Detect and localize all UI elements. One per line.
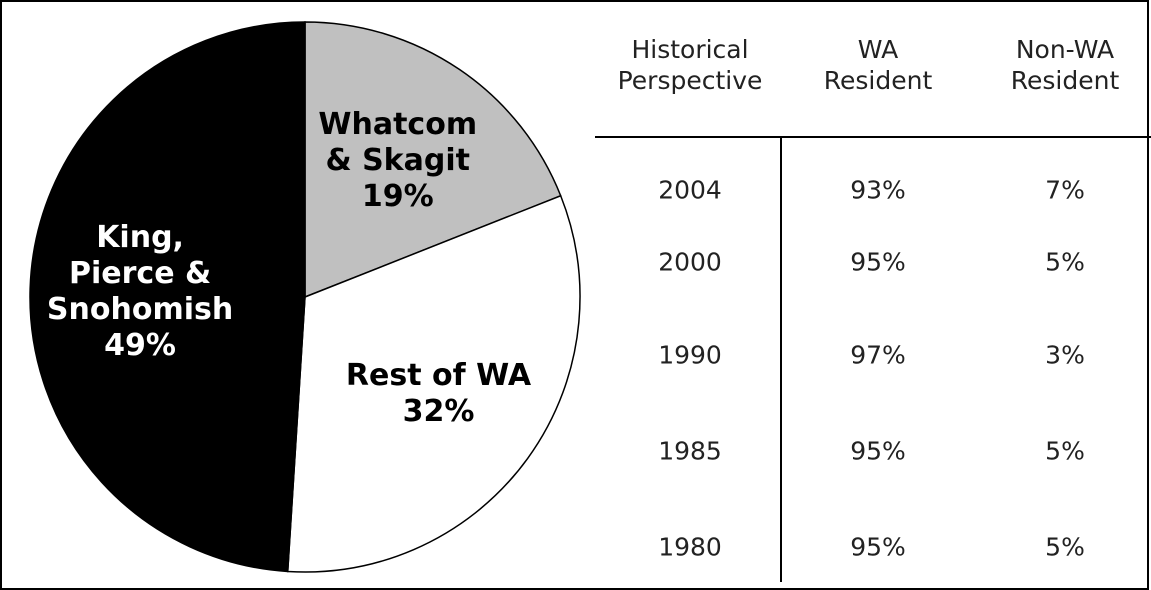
table-header: Historical Perspective [617, 35, 763, 95]
table-cell: 5% [1045, 247, 1085, 277]
table-cell: 95% [850, 247, 906, 277]
table-cell: 1985 [658, 436, 722, 466]
table-cell: 1990 [658, 340, 722, 370]
table-cell: 95% [850, 436, 906, 466]
table-header: WA Resident [823, 35, 933, 95]
pie-slice [286, 194, 581, 573]
table-cell: 3% [1045, 340, 1085, 370]
slice-label: Whatcom & Skagit 19% [318, 106, 478, 214]
table-cell: 5% [1045, 532, 1085, 562]
slice-label: Rest of WA 32% [345, 357, 532, 429]
table-cell: 97% [850, 340, 906, 370]
table-cell: 1980 [658, 532, 722, 562]
table-cell: 95% [850, 532, 906, 562]
pie-slice [29, 21, 306, 573]
pie-slice [304, 21, 562, 299]
table-cell: 2004 [658, 175, 722, 205]
table-cell: 5% [1045, 436, 1085, 466]
table-cell: 2000 [658, 247, 722, 277]
table-cell: 93% [850, 175, 906, 205]
table-header: Non-WA Resident [1010, 35, 1120, 95]
table-cell: 7% [1045, 175, 1085, 205]
slice-label: King, Pierce & Snohomish 49% [46, 219, 234, 363]
